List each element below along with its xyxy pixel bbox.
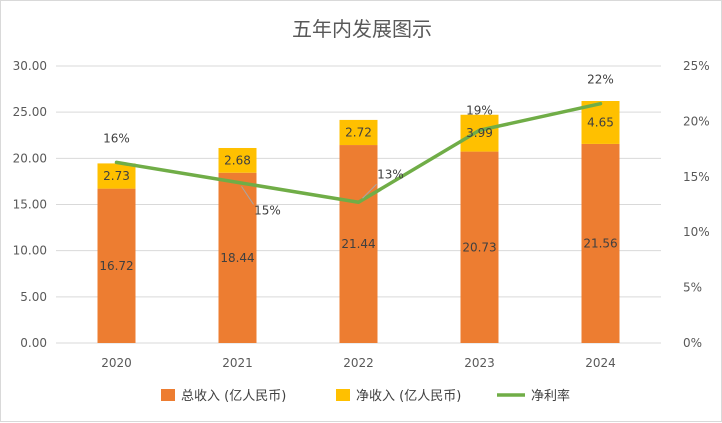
net-revenue-label: 3.99 [466, 126, 493, 140]
net-revenue-bar [218, 147, 257, 173]
left-tick-label: 25.00 [13, 105, 47, 119]
legend-swatch [161, 389, 175, 401]
net-margin-label: 15% [254, 203, 281, 217]
total-revenue-bar [581, 143, 620, 343]
total-revenue-bar [339, 145, 378, 343]
net-margin-label: 16% [103, 131, 130, 145]
x-tick-label: 2020 [101, 356, 132, 370]
left-tick-label: 0.00 [20, 336, 47, 350]
total-revenue-bar [97, 188, 136, 343]
total-revenue-bar [218, 172, 257, 343]
net-margin-point [599, 102, 602, 106]
legend-swatch [336, 389, 350, 401]
total-revenue-label: 21.44 [341, 237, 375, 251]
chart-title: 五年内发展图示 [292, 17, 432, 41]
x-tick-label: 2024 [585, 356, 616, 370]
right-tick-label: 10% [683, 225, 710, 239]
legend-label: 净利率 [531, 388, 570, 404]
net-revenue-bar [460, 114, 499, 152]
net-margin-point [115, 160, 118, 164]
legend-label: 净收入 (亿人民币) [356, 389, 461, 404]
line-series [114, 101, 603, 205]
leader-line [241, 186, 254, 205]
bar-series [97, 100, 620, 343]
right-tick-label: 20% [683, 114, 710, 128]
net-revenue-label: 2.72 [345, 125, 372, 139]
total-revenue-bar [460, 151, 499, 343]
x-tick-label: 2021 [222, 356, 253, 370]
right-tick-label: 25% [683, 59, 710, 73]
net-margin-label: 19% [466, 103, 493, 117]
left-tick-label: 5.00 [20, 290, 47, 304]
net-margin-label: 13% [377, 167, 404, 181]
net-revenue-label: 2.73 [103, 169, 130, 183]
right-tick-label: 5% [683, 281, 702, 295]
leader-line [362, 183, 377, 199]
left-tick-label: 20.00 [13, 151, 47, 165]
net-revenue-label: 2.68 [224, 153, 251, 167]
net-revenue-bar [97, 163, 136, 189]
right-tick-label: 0% [683, 336, 702, 350]
x-tick-label: 2023 [464, 356, 495, 370]
left-tick-label: 10.00 [13, 244, 47, 258]
x-tick-label: 2022 [343, 356, 374, 370]
net-revenue-label: 4.65 [587, 115, 614, 129]
legend: 总收入 (亿人民币) 净收入 (亿人民币) 净利率 [161, 388, 570, 404]
total-revenue-label: 16.72 [99, 259, 133, 273]
right-y-axis: 0% 5% 10% 15% 20% 25% [683, 59, 710, 350]
net-margin-label: 22% [587, 73, 614, 87]
legend-label: 总收入 (亿人民币) [181, 389, 286, 404]
net-margin-point [236, 180, 239, 184]
net-margin-point [478, 128, 481, 132]
data-labels: 16.72 18.44 21.44 20.73 21.56 2.73 2.68 2.72 3.9… [99, 73, 617, 273]
net-margin-point [357, 200, 360, 204]
x-axis: 2020 2021 2022 2023 2024 [101, 356, 616, 370]
left-tick-label: 30.00 [13, 59, 47, 73]
total-revenue-label: 20.73 [462, 240, 496, 254]
total-revenue-label: 21.56 [583, 236, 617, 250]
right-tick-label: 15% [683, 170, 710, 184]
left-y-axis: 0.00 5.00 10.00 15.00 20.00 25.00 30.00 [13, 59, 47, 350]
total-revenue-label: 18.44 [220, 251, 254, 265]
net-revenue-bar [339, 119, 378, 146]
left-tick-label: 15.00 [13, 198, 47, 212]
